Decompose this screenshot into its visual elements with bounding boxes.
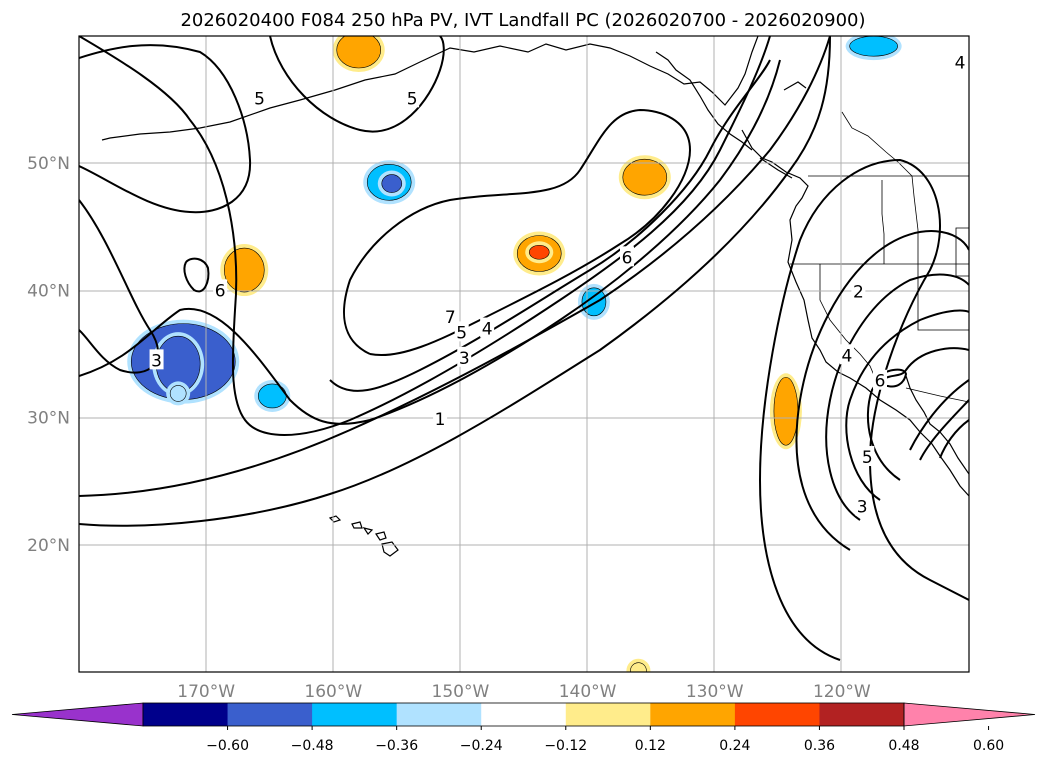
pv-anomaly-patch <box>630 662 647 672</box>
contour-label: 3 <box>857 498 868 518</box>
contour-label-bg <box>149 349 164 370</box>
contour-label: 5 <box>456 323 467 343</box>
contour-label-bg <box>457 346 472 367</box>
contour-label: 4 <box>955 54 966 74</box>
contour-label: 2 <box>853 283 864 303</box>
contour-label: 3 <box>459 349 470 369</box>
pv-anomaly-patch <box>381 174 403 193</box>
lat-tick-label: 20°N <box>27 536 70 556</box>
contour-label-bg <box>213 279 228 300</box>
contour-label-bg <box>953 51 968 72</box>
lon-tick-label: 170°W <box>177 682 235 702</box>
contour-label: 6 <box>215 281 226 301</box>
contour-label-bg <box>433 407 448 428</box>
contour-label-bg <box>480 317 495 338</box>
contour-label-bg <box>860 446 875 467</box>
colorbar-tick-label: 0.36 <box>804 738 835 754</box>
pv-anomaly-patch <box>223 247 265 293</box>
contour-label-bg <box>839 344 854 365</box>
coastlines <box>101 36 969 497</box>
colorbar-extend-low <box>11 702 144 727</box>
colorbar-bin <box>734 703 820 726</box>
lon-tick-label: 150°W <box>432 682 490 702</box>
contour-label-bg <box>443 306 458 327</box>
contour-label-bg <box>855 495 870 516</box>
colorbar-bin <box>143 703 229 726</box>
colorbar <box>11 702 1036 727</box>
contour-label-bg <box>405 87 420 108</box>
pv-anomaly-patch <box>849 36 898 57</box>
contour-label-bg <box>851 280 866 301</box>
contour-label-bg <box>252 87 267 108</box>
contour-label-bg <box>619 246 634 267</box>
pv-anomaly-patch <box>257 383 287 409</box>
contour-label: 6 <box>875 372 886 392</box>
colorbar-tick-label: 0.60 <box>973 738 1004 754</box>
contour-label-bg <box>873 369 887 390</box>
lon-tick-label: 130°W <box>686 682 744 702</box>
lat-tick-label: 30°N <box>27 409 70 429</box>
contour-label: 3 <box>151 351 162 371</box>
colorbar-bin <box>565 703 651 726</box>
pv-anomaly-patch <box>169 385 187 402</box>
colorbar-tick-label: −0.36 <box>375 738 418 754</box>
chart-title: 2026020400 F084 250 hPa PV, IVT Landfall… <box>180 10 865 31</box>
colorbar-tick-label: 0.24 <box>719 738 750 754</box>
lat-tick-label: 50°N <box>27 154 70 174</box>
map-frame <box>78 35 970 673</box>
contour-label: 5 <box>407 89 418 109</box>
pv-anomaly-patch <box>528 244 550 260</box>
colorbar-bin <box>819 703 905 726</box>
colorbar-ticks: −0.60 −0.48 −0.36 −0.24 −0.12 0.12 0.24 0.36 0.4… <box>206 726 1004 754</box>
lon-tick-label: 160°W <box>304 682 362 702</box>
contour-label: 4 <box>482 320 493 340</box>
pv-anomaly-patch <box>336 36 382 69</box>
colorbar-tick-label: −0.60 <box>206 738 249 754</box>
pv-anomaly-patch <box>773 376 799 446</box>
colorbar-bin <box>481 703 567 726</box>
latitude-labels: 50°N 40°N 30°N 20°N <box>27 154 70 556</box>
contour-label: 5 <box>862 448 873 468</box>
lon-tick-label: 120°W <box>813 682 871 702</box>
contour-label: 1 <box>435 410 446 430</box>
colorbar-tick-label: −0.48 <box>291 738 334 754</box>
contour-label: 7 <box>445 308 456 328</box>
colorbar-frame <box>142 702 905 727</box>
colorbar-extend-high <box>903 702 1036 727</box>
contour-label: 4 <box>842 346 853 366</box>
political-borders <box>790 111 969 403</box>
lat-tick-label: 40°N <box>27 281 70 301</box>
colorbar-tick-label: 0.48 <box>888 738 919 754</box>
colorbar-tick-label: 0.12 <box>635 738 666 754</box>
colorbar-tick-label: −0.12 <box>544 738 587 754</box>
pv-anomaly-patch <box>622 158 668 196</box>
contour-label-bg <box>454 321 469 342</box>
colorbar-bin <box>650 703 736 726</box>
longitude-labels: 170°W 160°W 150°W 140°W 130°W 120°W <box>177 682 871 702</box>
contour-label: 6 <box>622 248 633 268</box>
pv-anomaly-patch <box>581 287 607 317</box>
colorbar-bin <box>227 703 313 726</box>
contour-label: 5 <box>254 89 265 109</box>
colorbar-bin <box>312 703 398 726</box>
lon-tick-label: 140°W <box>559 682 617 702</box>
colorbar-bin <box>396 703 482 726</box>
colorbar-tick-label: −0.24 <box>460 738 503 754</box>
